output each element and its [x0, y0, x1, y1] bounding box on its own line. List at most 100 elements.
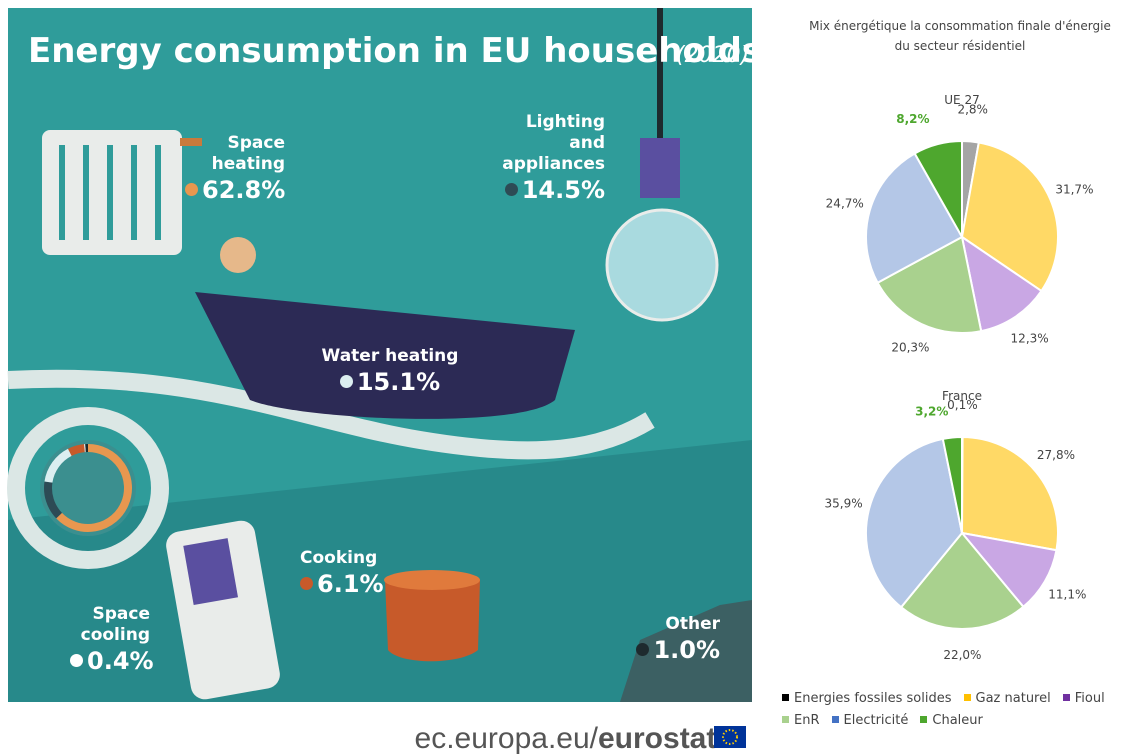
pie-slice	[865, 437, 964, 609]
legend-label: Fioul	[1074, 691, 1105, 706]
legend-label: Chaleur	[932, 713, 983, 728]
item-label: Space heating	[211, 133, 285, 174]
dot	[300, 577, 313, 590]
socket	[640, 138, 680, 198]
item-value-text: 6.1%	[317, 570, 384, 598]
legend-swatch	[782, 716, 789, 723]
item-value: 14.5%	[500, 175, 605, 205]
ring-segment	[44, 448, 72, 483]
legend-label: EnR	[794, 713, 820, 728]
pie-slice	[899, 531, 1025, 630]
data-label: 8,2%	[896, 112, 929, 126]
pie-title: France	[942, 389, 982, 403]
legend-label: Electricité	[843, 713, 909, 728]
item-value-text: 0.4%	[87, 647, 154, 675]
radiator	[42, 130, 202, 255]
legend-swatch	[831, 716, 839, 723]
item-value: 15.1%	[310, 367, 470, 397]
item-value: 1.0%	[630, 635, 720, 665]
ring-segment	[68, 444, 86, 457]
panel-title-text-2: du secteur résidentiel	[895, 39, 1026, 53]
pot-rim	[384, 570, 480, 590]
footer-brand: eurostat	[598, 722, 716, 755]
bulb	[605, 208, 719, 322]
item-label: Other	[665, 614, 720, 634]
item: Water heating 15.1%	[310, 346, 470, 397]
data-label: 12,3%	[1011, 332, 1049, 346]
ring-segment	[44, 481, 63, 519]
data-label: 31,7%	[1055, 183, 1093, 197]
pie-title: UE 27	[944, 93, 979, 107]
footer-site: ec.europa.eu/	[415, 722, 599, 755]
ring-bg	[40, 440, 136, 536]
pie-slice	[913, 139, 963, 241]
pie-slice	[941, 435, 963, 534]
legend-label: Gaz naturel	[975, 691, 1051, 706]
data-label: 24,7%	[826, 196, 864, 210]
item-value-text: 14.5%	[521, 176, 605, 204]
data-label: 20,3%	[891, 341, 929, 355]
infographic-title: Energy consumption in EU households	[28, 31, 762, 71]
legend: Energies fossiles solides Gaz naturel Fiou…	[782, 688, 1145, 732]
pie-slice	[865, 152, 964, 285]
item-label: Cooking	[300, 548, 378, 568]
item-label: Space cooling	[80, 604, 150, 645]
pie-slice	[876, 235, 983, 334]
item: Space heating 62.8%	[185, 133, 295, 205]
legend-swatch	[920, 716, 928, 723]
dot	[504, 183, 518, 196]
ring-segment	[56, 444, 132, 532]
pie-slice	[960, 141, 1059, 293]
data-label: 0,1%	[947, 398, 978, 412]
data-label: 11,1%	[1048, 588, 1086, 602]
legend-item: Fioul	[1062, 691, 1105, 706]
data-label: 35,9%	[825, 497, 863, 511]
panel-title: Mix énergétique la consommation finale d…	[809, 19, 1111, 53]
item-value-text: 1.0%	[653, 636, 720, 664]
legend-item: Gaz naturel	[963, 691, 1051, 706]
item-value-text: 15.1%	[356, 368, 441, 396]
hose	[7, 369, 655, 460]
remote-screen	[183, 538, 239, 606]
eu-stars	[722, 729, 738, 745]
legend-swatch	[1062, 694, 1070, 701]
bather	[220, 237, 256, 273]
pot	[385, 580, 480, 662]
panel-title-text: Mix énergétique la consommation finale d…	[809, 19, 1111, 33]
item: Lighting and appliances 14.5%	[500, 112, 605, 205]
legend-swatch	[963, 694, 971, 701]
data-label: 27,8%	[1037, 448, 1075, 462]
item: Space cooling 0.4%	[70, 604, 154, 676]
item-label: Water heating	[321, 346, 459, 366]
data-label: 22,0%	[943, 648, 981, 662]
pie-slice	[960, 234, 1043, 333]
dot	[636, 643, 650, 656]
bathtub	[195, 292, 575, 419]
hose-loop	[7, 407, 169, 569]
item-value: 62.8%	[185, 175, 295, 205]
item-label: Lighting and appliances	[502, 112, 605, 174]
dot	[185, 183, 198, 196]
item-value-text: 62.8%	[202, 176, 286, 204]
other-stone	[620, 600, 752, 702]
infographic-year: (2020)	[676, 43, 749, 68]
legend-swatch	[782, 694, 789, 701]
data-label: 2,8%	[957, 102, 988, 116]
eu-flag	[714, 726, 746, 748]
item: Cooking 6.1%	[300, 548, 400, 599]
item-value: 0.4%	[70, 646, 154, 676]
dot	[339, 375, 353, 388]
item: Other 1.0%	[630, 614, 720, 665]
legend-item: Energies fossiles solides	[782, 691, 952, 706]
legend-item: Chaleur	[920, 713, 983, 728]
data-label: 3,2%	[915, 405, 948, 419]
pie-slice	[960, 435, 1059, 552]
radiator-lines	[59, 145, 161, 240]
legend-item: EnR	[782, 713, 820, 728]
legend-label: Energies fossiles solides	[794, 691, 952, 706]
pie-slice	[959, 531, 1058, 609]
item-value: 6.1%	[300, 569, 400, 599]
dot	[70, 654, 83, 667]
